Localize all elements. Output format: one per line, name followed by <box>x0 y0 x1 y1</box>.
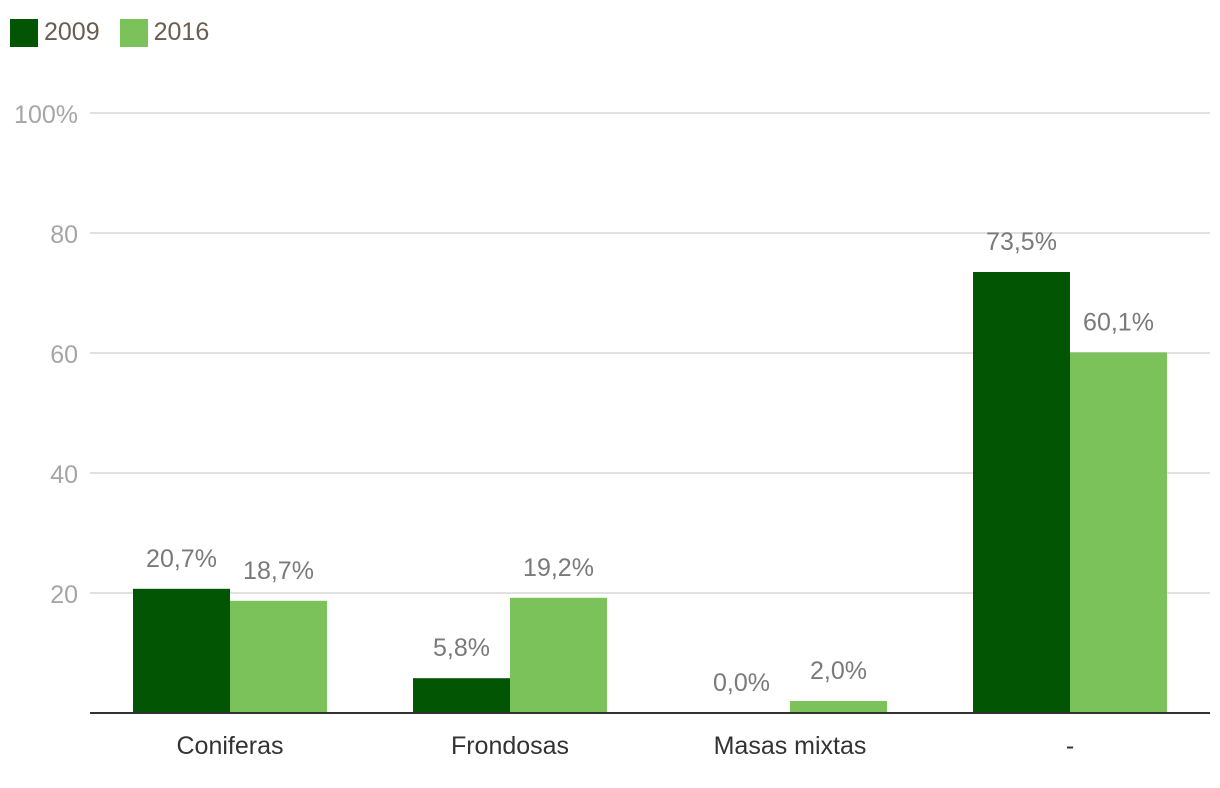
bar-2009-1[interactable] <box>413 678 510 713</box>
bar-2016-0[interactable] <box>230 600 327 713</box>
bar-2016-1[interactable] <box>510 597 607 713</box>
y-tick-label: 60 <box>50 341 78 369</box>
legend: 2009 2016 <box>10 18 209 47</box>
legend-swatch-2016 <box>119 18 148 47</box>
bar-2009-3[interactable] <box>973 272 1070 713</box>
y-tick-label: 20 <box>50 581 78 609</box>
bar-2009-0[interactable] <box>133 588 230 713</box>
x-category-label: Masas mixtas <box>714 732 867 760</box>
legend-label-2016: 2016 <box>153 18 210 46</box>
data-label: 2,0% <box>810 657 867 685</box>
y-tick-label: 40 <box>50 461 78 489</box>
data-label: 5,8% <box>433 634 490 662</box>
y-tick-label: 100% <box>14 101 78 129</box>
data-label: 73,5% <box>986 228 1057 256</box>
legend-label-2009: 2009 <box>44 18 100 46</box>
data-label: 0,0% <box>713 669 770 697</box>
legend-item-2016[interactable]: 2016 <box>119 18 210 47</box>
data-label: 20,7% <box>146 545 217 573</box>
data-label: 18,7% <box>243 557 314 585</box>
legend-swatch-2009 <box>10 18 38 47</box>
legend-item-2009[interactable]: 2009 <box>10 18 100 47</box>
x-category-label: Frondosas <box>451 732 569 760</box>
x-category-label: Coniferas <box>177 732 284 760</box>
x-category-label: - <box>1066 732 1074 760</box>
y-tick-label: 80 <box>50 221 78 249</box>
bar-2016-2[interactable] <box>790 701 887 713</box>
data-label: 19,2% <box>523 554 594 582</box>
data-label: 60,1% <box>1083 308 1154 336</box>
bar-2016-3[interactable] <box>1070 352 1167 713</box>
